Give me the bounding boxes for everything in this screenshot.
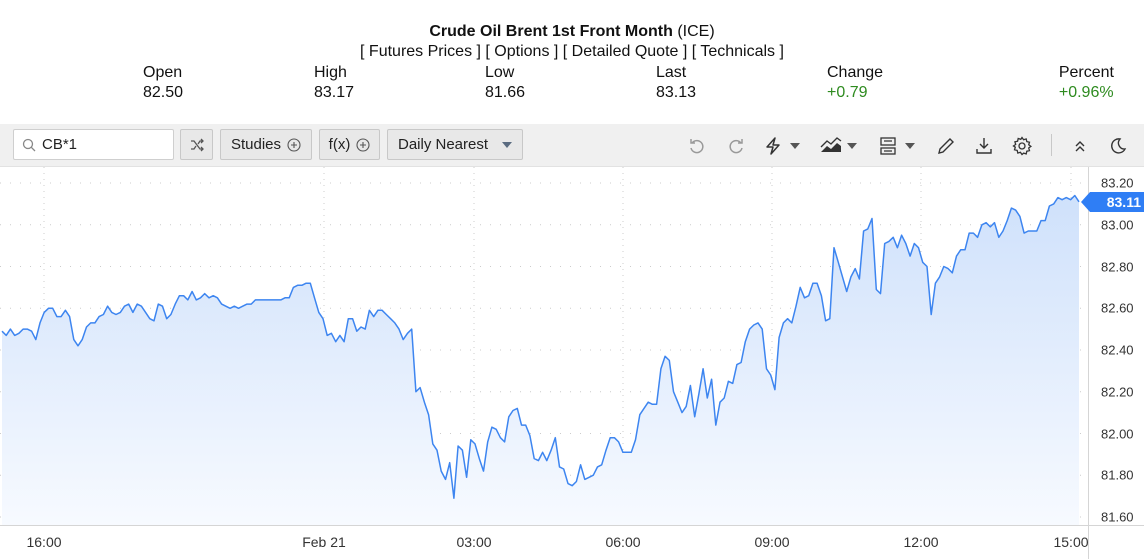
toolbar-divider (1051, 134, 1052, 156)
x-tick-label: 06:00 (605, 534, 641, 550)
stat-value: 83.17 (314, 84, 355, 101)
stat-label: Percent (1058, 64, 1114, 81)
caret-down-icon[interactable] (847, 143, 857, 149)
interval-label: Daily Nearest (397, 136, 489, 153)
stat-change: Change +0.79 (827, 63, 883, 103)
shuffle-icon (190, 138, 204, 151)
redo-icon[interactable] (725, 135, 747, 157)
stat-high: High 83.17 (314, 63, 354, 103)
x-tick-label: 09:00 (754, 534, 790, 550)
x-tick-label: 12:00 (903, 534, 939, 550)
plus-circle-icon (356, 137, 370, 152)
plus-circle-icon (287, 137, 301, 152)
chart-toolbar: Studies f(x) Daily Nearest (0, 124, 1144, 167)
last-price-tag: 83.11 (1081, 192, 1144, 212)
stat-label: High (314, 64, 347, 81)
gear-icon[interactable] (1011, 135, 1033, 157)
technicals-link[interactable]: [ Technicals ] (691, 43, 784, 60)
stat-low: Low 81.66 (485, 63, 525, 103)
x-tick-label: 15:00 (1053, 534, 1089, 550)
symbol-search[interactable] (13, 129, 174, 160)
double-chevron-up-icon[interactable] (1069, 135, 1091, 157)
moon-icon[interactable] (1107, 135, 1129, 157)
stat-label: Last (656, 64, 687, 81)
y-tick-label: 82.20 (1101, 384, 1134, 400)
stat-value: 83.13 (656, 84, 697, 101)
y-tick-label: 82.60 (1101, 300, 1134, 316)
price-area-fill (2, 195, 1079, 525)
pencil-icon[interactable] (935, 135, 957, 157)
stat-value: 82.50 (143, 84, 184, 101)
futures-prices-link[interactable]: [ Futures Prices ] (360, 43, 481, 60)
y-tick-label: 82.00 (1101, 426, 1134, 441)
price-line (1, 194, 1080, 499)
y-tick-label: 81.80 (1101, 467, 1134, 483)
stat-last: Last 83.13 (656, 63, 696, 103)
x-tick-label: 16:00 (26, 534, 62, 550)
lightning-icon[interactable] (762, 135, 784, 157)
fx-button[interactable]: f(x) (319, 129, 380, 160)
y-tick-label: 83.00 (1101, 217, 1134, 233)
detailed-quote-link[interactable]: [ Detailed Quote ] (562, 43, 688, 60)
stat-label: Low (485, 64, 515, 81)
compare-button[interactable] (180, 129, 213, 160)
x-tick-label: 03:00 (456, 534, 492, 550)
instrument-name: Crude Oil Brent 1st Front Month (429, 23, 673, 40)
layout-icon[interactable] (877, 135, 899, 157)
studies-label: Studies (230, 136, 282, 153)
stat-open: Open 82.50 (143, 63, 183, 103)
stat-value: 81.66 (485, 84, 526, 101)
exchange-label: (ICE) (677, 23, 715, 40)
fx-label: f(x) (328, 136, 351, 153)
interval-dropdown[interactable]: Daily Nearest (387, 129, 523, 160)
caret-down-icon[interactable] (905, 143, 915, 149)
y-tick-label: 83.20 (1101, 175, 1134, 191)
price-chart[interactable] (0, 167, 1144, 559)
x-tick-label: Feb 21 (302, 534, 346, 550)
caret-down-icon[interactable] (790, 143, 800, 149)
instrument-title: Crude Oil Brent 1st Front Month (ICE) (0, 23, 1144, 41)
search-icon (22, 138, 36, 151)
y-tick-label: 82.80 (1101, 259, 1134, 274)
stat-percent: Percent +0.96% (1059, 63, 1114, 103)
y-tick-label: 81.60 (1101, 509, 1134, 525)
symbol-input[interactable] (42, 136, 162, 153)
undo-icon[interactable] (686, 135, 708, 157)
studies-button[interactable]: Studies (220, 129, 312, 160)
stat-value: +0.79 (827, 84, 868, 101)
quote-links: [ Futures Prices ] [ Options ] [ Detaile… (0, 43, 1144, 61)
caret-down-icon (502, 141, 513, 148)
download-icon[interactable] (973, 135, 995, 157)
stat-label: Open (143, 64, 183, 81)
options-link[interactable]: [ Options ] (485, 43, 559, 60)
area-chart-icon[interactable] (820, 135, 842, 157)
y-tick-label: 82.40 (1101, 342, 1134, 358)
stat-label: Change (827, 64, 884, 81)
stat-value: +0.96% (1058, 84, 1114, 101)
